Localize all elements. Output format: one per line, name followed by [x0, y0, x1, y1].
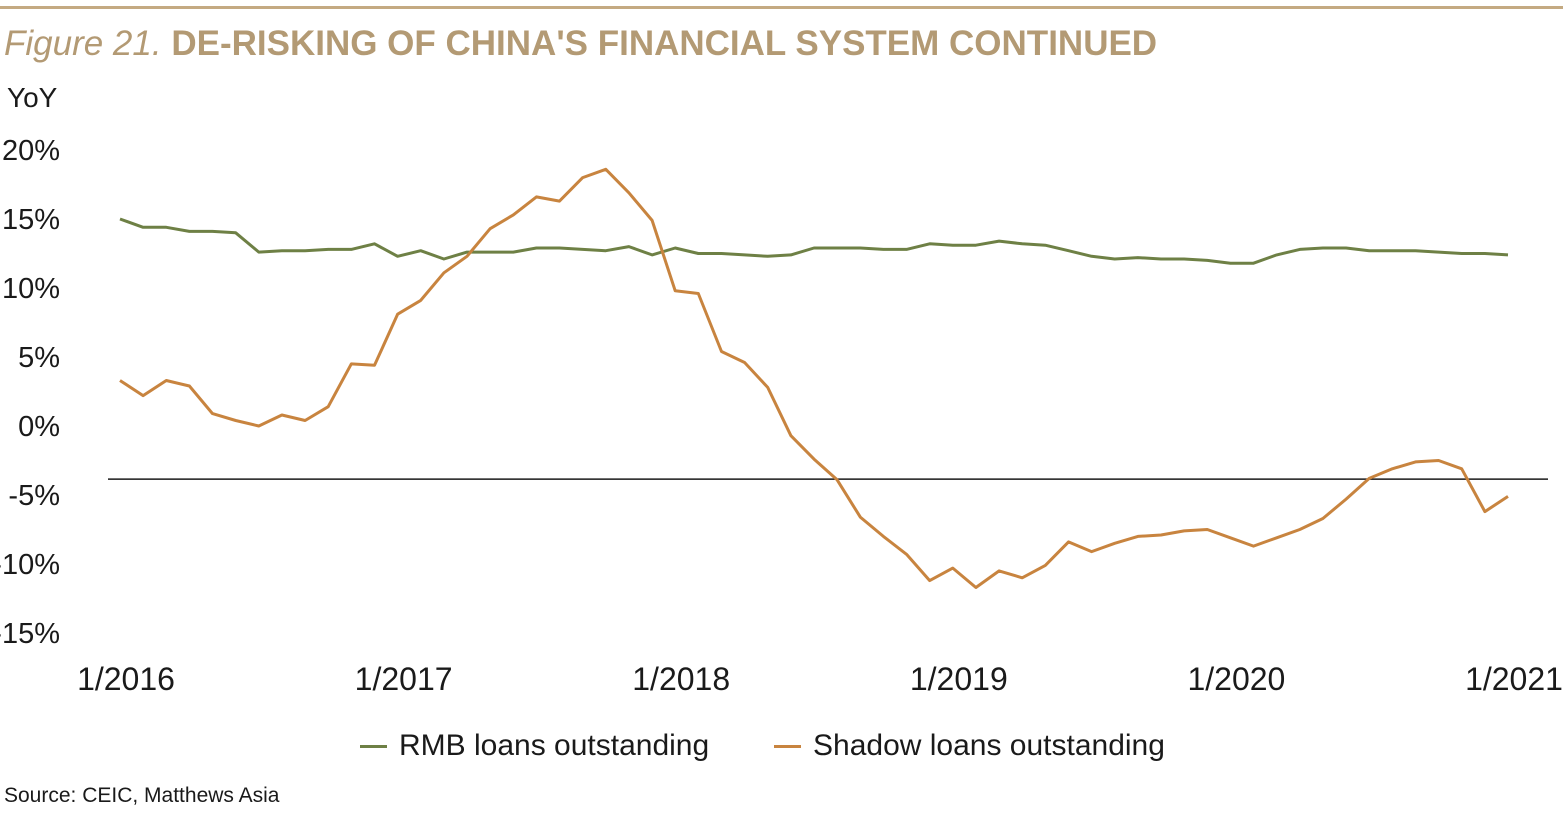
title-text: DE-RISKING OF CHINA'S FINANCIAL SYSTEM C… [171, 24, 1158, 63]
legend-swatch-shadow [774, 744, 801, 748]
series-line-rmb-loans [119, 217, 1509, 265]
y-axis-label: YoY [7, 82, 58, 113]
x-tick-label: 1/2017 [355, 661, 453, 697]
y-tick-label: -15% [0, 618, 60, 650]
x-tick-label: 1/2016 [77, 661, 175, 697]
y-tick-label: 10% [2, 273, 60, 305]
y-tick-label: 0% [18, 411, 60, 443]
legend-item-shadow: Shadow loans outstanding [774, 726, 1165, 766]
legend-label-rmb: RMB loans outstanding [399, 729, 710, 762]
x-tick-label: 1/2020 [1187, 661, 1285, 697]
y-tick-label: 20% [2, 135, 60, 167]
top-rule [0, 6, 1563, 9]
x-tick-label: 1/2019 [910, 661, 1008, 697]
series-line-shadow-loans [119, 167, 1509, 589]
x-tick-label: 1/2021 [1465, 661, 1563, 697]
chart-title: Figure 21. DE-RISKING OF CHINA'S FINANCI… [4, 22, 1157, 66]
legend-label-shadow: Shadow loans outstanding [813, 729, 1165, 762]
y-tick-label: -10% [0, 549, 60, 581]
legend: RMB loans outstanding Shadow loans outst… [0, 726, 1563, 766]
legend-swatch-rmb [360, 744, 387, 748]
source-note: Source: CEIC, Matthews Asia [4, 784, 280, 807]
figure-number: Figure 21. [4, 24, 162, 63]
y-tick-label: 5% [18, 342, 60, 374]
y-tick-label: 15% [2, 204, 60, 236]
x-tick-label: 1/2018 [632, 661, 730, 697]
y-tick-label: -5% [8, 480, 60, 512]
legend-item-rmb: RMB loans outstanding [360, 726, 709, 766]
